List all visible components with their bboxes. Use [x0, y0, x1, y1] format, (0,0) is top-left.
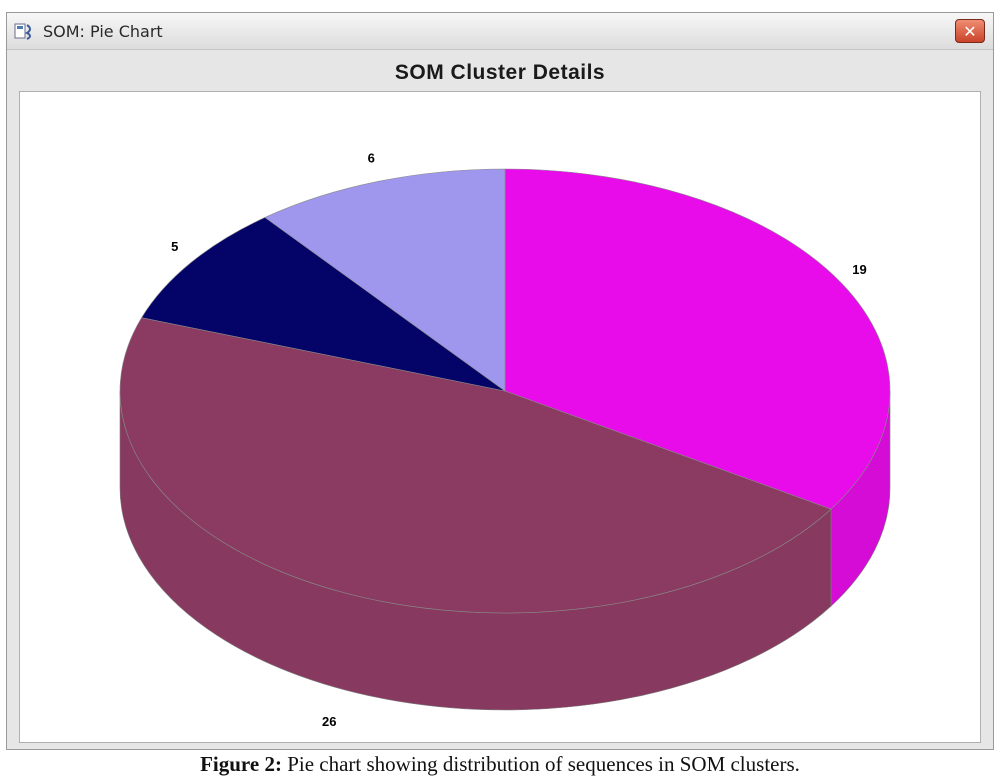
- window-title: SOM: Pie Chart: [43, 22, 163, 41]
- slice-value-label-1: 19: [852, 262, 866, 277]
- pie-chart: 19 26 5 6: [119, 151, 891, 729]
- caption-label: Figure 2:: [200, 752, 282, 776]
- pie-slice-2: [119, 317, 832, 614]
- chart-title: SOM Cluster Details: [394, 61, 606, 84]
- title-bar[interactable]: SOM: Pie Chart ✕: [7, 13, 993, 50]
- chart-plot-area: 19 26 5 6: [19, 91, 981, 743]
- pie-slice-1: [504, 168, 891, 510]
- slice-value-label-3: 5: [171, 239, 178, 254]
- pie-slice-4: [264, 168, 506, 392]
- slice-value-label-2: 26: [322, 714, 336, 729]
- app-window: SOM: Pie Chart ✕ SOM Cluster Details 19 2…: [6, 12, 994, 750]
- java-app-icon: [13, 21, 39, 41]
- close-button[interactable]: ✕: [955, 19, 985, 43]
- figure-caption: Figure 2: Pie chart showing distribution…: [0, 752, 1000, 777]
- slice-value-label-4: 6: [368, 151, 375, 166]
- pie-slice-3: [141, 217, 506, 392]
- caption-text: Pie chart showing distribution of sequen…: [287, 752, 800, 776]
- close-icon: ✕: [963, 22, 977, 41]
